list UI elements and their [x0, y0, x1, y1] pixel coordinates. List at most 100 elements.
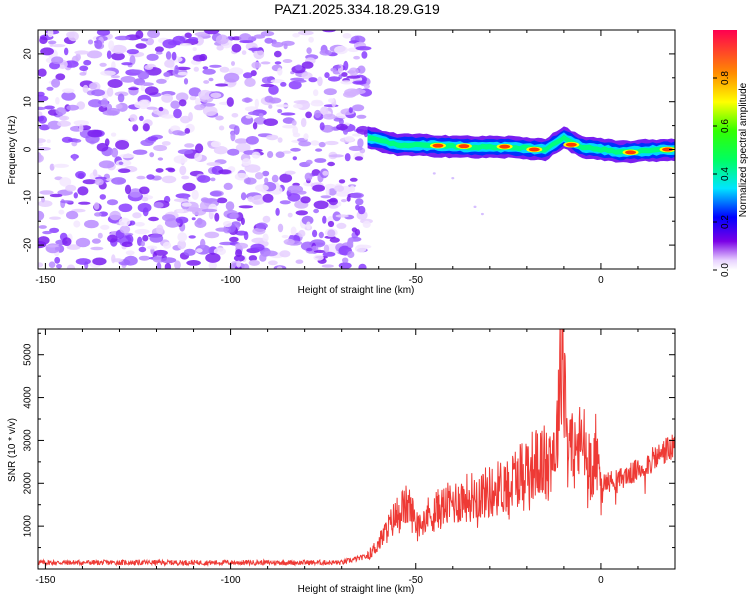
noise-blob [161, 114, 175, 119]
noise-blob [193, 66, 199, 72]
noise-blob [292, 156, 297, 161]
noise-blob [202, 68, 216, 75]
noise-blob [355, 204, 360, 211]
noise-blob [297, 30, 314, 36]
noise-blob [96, 30, 111, 36]
noise-blob [110, 75, 120, 79]
noise-blob [363, 84, 370, 89]
noise-blob [259, 253, 267, 262]
noise-blob [102, 110, 119, 116]
noise-blob [255, 184, 269, 192]
noise-blob [114, 35, 131, 41]
noise-blob [241, 158, 252, 166]
noise-blob [266, 134, 279, 141]
noise-blob [94, 178, 104, 186]
noise-blob [322, 170, 329, 176]
noise-blob [48, 40, 57, 45]
noise-blob [88, 99, 103, 108]
noise-blob [252, 122, 258, 130]
noise-blob [146, 53, 159, 61]
noise-blob [138, 246, 147, 253]
noise-blob [175, 66, 191, 71]
y-tick-label: 0 [23, 146, 34, 152]
noise-blob [282, 59, 293, 63]
noise-blob [208, 262, 217, 269]
noise-blob [94, 212, 102, 217]
noise-blob [47, 30, 54, 38]
snr-ticks: -150 -100 -50 0 1000 2000 3000 4000 5000 [23, 329, 676, 586]
noise-blob [353, 55, 360, 60]
noise-blob [115, 104, 123, 109]
noise-blob [280, 112, 296, 116]
noise-blob [202, 106, 218, 116]
noise-blob [61, 91, 76, 101]
noise-blob [268, 97, 282, 104]
noise-blob [160, 257, 177, 264]
noise-blob [202, 66, 209, 70]
noise-blob [247, 111, 260, 116]
noise-blob [123, 255, 138, 266]
noise-blob [179, 43, 192, 47]
noise-blob [313, 254, 324, 261]
noise-blob [38, 106, 47, 111]
noise-blob [317, 76, 323, 87]
noise-blob [283, 238, 295, 245]
noise-blob [354, 156, 364, 161]
noise-blob [126, 49, 139, 55]
noise-blob [231, 113, 239, 118]
noise-blob [205, 252, 221, 263]
noise-blob [167, 168, 176, 173]
noise-blob [235, 230, 248, 236]
noise-blob [119, 153, 135, 159]
spectrogram-xlabel: Height of straight line (km) [298, 285, 415, 296]
noise-blob [215, 83, 229, 87]
noise-blob [77, 186, 89, 196]
snr-series-line [38, 329, 675, 567]
noise-blob [320, 195, 332, 199]
noise-blob [57, 120, 71, 127]
noise-blob [132, 212, 142, 219]
noise-blob [305, 111, 312, 119]
noise-blob [195, 143, 204, 154]
ridge-peak [625, 150, 637, 155]
noise-blob [336, 123, 348, 131]
noise-blob [322, 251, 336, 257]
noise-blob [276, 266, 283, 269]
noise-blob [188, 37, 199, 42]
snr-ylabel: SNR (10 * v/v) [7, 418, 18, 482]
noise-blob [111, 147, 119, 158]
noise-blob [75, 258, 91, 265]
noise-blob [344, 153, 351, 162]
noise-blob [78, 124, 84, 133]
noise-blob [277, 223, 284, 233]
noise-blob [327, 220, 335, 228]
colorbar: 0.0 0.2 0.4 0.6 0.8 Normalized spectral ampl… [713, 30, 749, 277]
noise-blob [54, 256, 61, 264]
noise-blob [146, 174, 155, 180]
noise-blob [250, 243, 265, 252]
noise-blob [243, 72, 253, 79]
noise-blob [306, 221, 311, 230]
noise-blob [347, 250, 355, 259]
colorbar-gradient [713, 30, 737, 270]
noise-blob [245, 115, 253, 119]
noise-blob [301, 215, 314, 225]
noise-blob [60, 198, 66, 209]
noise-blob [253, 117, 267, 125]
noise-blob [66, 244, 81, 250]
noise-blob [337, 201, 342, 207]
noise-blob [161, 175, 177, 184]
noise-blob [276, 104, 290, 108]
noise-blob [346, 75, 361, 79]
noise-blob [183, 248, 196, 256]
noise-blob [161, 141, 171, 146]
noise-blob [92, 169, 98, 177]
noise-blob [356, 125, 370, 135]
noise-blob [68, 31, 79, 42]
noise-blob [348, 145, 363, 151]
noise-blob [340, 80, 353, 85]
noise-blob [39, 190, 54, 195]
noise-blob [303, 133, 309, 140]
noise-blob [42, 230, 52, 235]
noise-blob [44, 105, 55, 110]
